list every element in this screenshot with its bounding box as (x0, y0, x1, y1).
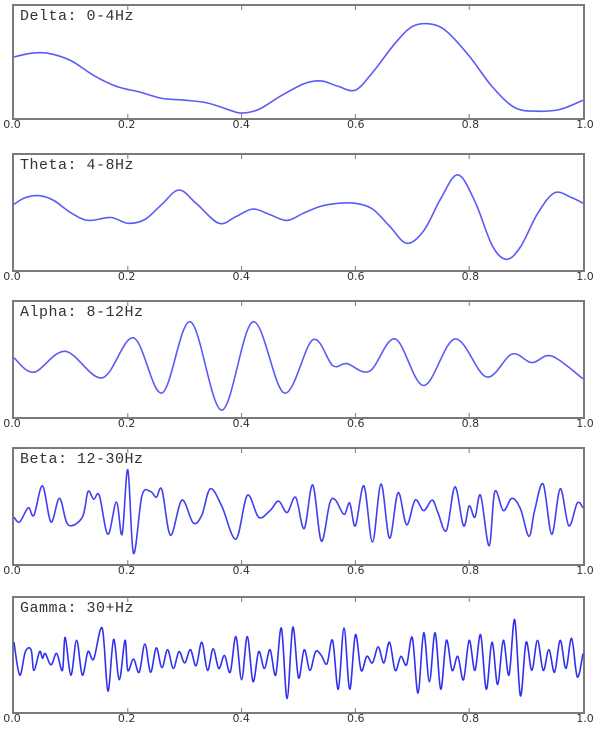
signal-line (13, 320, 584, 411)
x-tick-label: 0.6 (347, 118, 365, 131)
panel-title: Alpha: 8-12Hz (20, 304, 144, 321)
plot-svg (13, 155, 584, 270)
signal-line (13, 22, 584, 114)
x-tick-label: 1.0 (576, 270, 594, 283)
x-tick-label: 0.0 (3, 270, 21, 283)
x-tick-label: 0.4 (232, 712, 250, 725)
x-tick-label: 0.0 (3, 417, 21, 430)
x-tick-label: 0.4 (232, 118, 250, 131)
plot-svg (13, 6, 584, 118)
x-tick-label: 0.8 (461, 712, 480, 725)
x-tick-label: 0.2 (117, 270, 136, 283)
x-tick-label: 1.0 (576, 564, 594, 577)
x-tick-label: 0.8 (461, 270, 480, 283)
x-tick-label: 1.0 (576, 712, 594, 725)
x-tick-label: 0.6 (347, 564, 365, 577)
signal-line (13, 174, 584, 261)
panel-title: Theta: 4-8Hz (20, 157, 135, 174)
plot-svg (13, 449, 584, 564)
x-tick-label: 0.0 (3, 564, 21, 577)
panel-title: Delta: 0-4Hz (20, 8, 135, 25)
plot-area: Gamma: 30+Hz (12, 596, 585, 714)
panel-title: Gamma: 30+Hz (20, 600, 135, 617)
plot-area: Alpha: 8-12Hz (12, 300, 585, 419)
x-tick-label: 1.0 (576, 417, 594, 430)
x-tick-label: 0.4 (232, 417, 250, 430)
plot-area: Theta: 4-8Hz (12, 153, 585, 272)
x-tick-label: 0.6 (347, 712, 365, 725)
signal-line (13, 468, 584, 555)
x-tick-label: 0.6 (347, 417, 365, 430)
x-tick-label: 0.4 (232, 564, 250, 577)
x-tick-label: 0.2 (117, 118, 136, 131)
plot-area: Delta: 0-4Hz (12, 4, 585, 120)
x-tick-label: 0.4 (232, 270, 250, 283)
signal-line (13, 618, 584, 700)
plot-svg (13, 302, 584, 417)
x-tick-label: 0.2 (117, 417, 136, 430)
x-tick-label: 0.6 (347, 270, 365, 283)
x-tick-label: 0.8 (461, 564, 480, 577)
plot-svg (13, 598, 584, 712)
plot-area: Beta: 12-30Hz (12, 447, 585, 566)
x-tick-label: 0.2 (117, 564, 136, 577)
x-tick-label: 0.2 (117, 712, 136, 725)
x-tick-label: 0.8 (461, 417, 480, 430)
x-tick-label: 0.8 (461, 118, 480, 131)
x-tick-label: 0.0 (3, 712, 21, 725)
panel-title: Beta: 12-30Hz (20, 451, 144, 468)
x-tick-label: 1.0 (576, 118, 594, 131)
x-tick-label: 0.0 (3, 118, 21, 131)
